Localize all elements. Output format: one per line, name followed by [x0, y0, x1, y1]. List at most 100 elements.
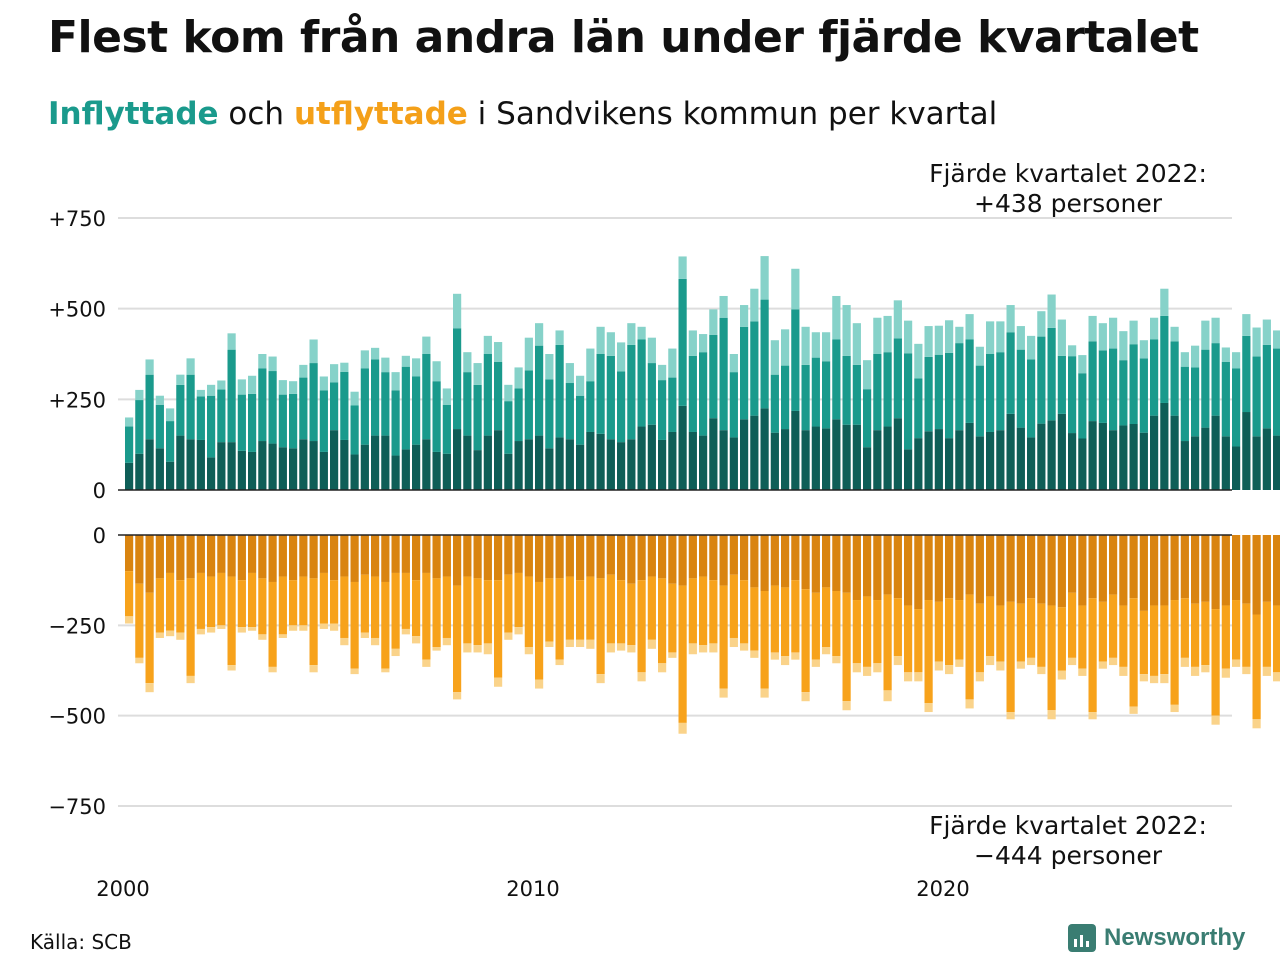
bar-in-2	[924, 356, 933, 432]
bar-in-1	[453, 429, 462, 490]
bar-in-2	[514, 388, 523, 442]
bar-in-2	[1201, 349, 1210, 428]
bar-out-1	[760, 535, 769, 592]
bar-in-2	[852, 364, 861, 425]
bar-out-2	[381, 581, 390, 669]
bar-out-3	[719, 688, 728, 698]
bar-in-1	[965, 422, 974, 490]
bar-out-1	[268, 535, 277, 582]
bar-out-1	[873, 535, 882, 601]
bar-out-3	[248, 627, 257, 631]
bar-in-1	[422, 439, 431, 490]
bar-out-1	[934, 535, 943, 602]
bar-in-3	[381, 357, 390, 373]
bar-in-3	[401, 355, 410, 367]
y-tick-label-bottom: 0	[93, 524, 106, 548]
bar-out-3	[504, 632, 513, 640]
bar-out-1	[740, 535, 749, 581]
bar-in-3	[422, 336, 431, 354]
bar-out-1	[842, 535, 851, 593]
bar-out-1	[1242, 535, 1251, 604]
bar-in-1	[924, 431, 933, 490]
bar-in-3	[934, 325, 943, 355]
bar-in-3	[278, 380, 287, 395]
bar-in-3	[176, 374, 185, 385]
bar-in-3	[514, 367, 523, 389]
bar-out-3	[125, 616, 134, 624]
bar-out-3	[1016, 661, 1025, 669]
bar-in-3	[1191, 345, 1200, 368]
bar-in-2	[842, 355, 851, 425]
bar-out-3	[965, 699, 974, 709]
bar-in-1	[289, 448, 298, 490]
bar-in-1	[1211, 415, 1220, 490]
bar-in-1	[1129, 423, 1138, 490]
bar-in-2	[1078, 373, 1087, 439]
bar-in-1	[227, 442, 236, 490]
bar-in-2	[125, 426, 134, 463]
bar-out-1	[166, 535, 175, 573]
bar-out-3	[1252, 719, 1261, 729]
bar-out-3	[1088, 712, 1097, 720]
bar-in-2	[1129, 344, 1138, 424]
bar-in-2	[524, 370, 533, 440]
bar-in-1	[781, 429, 790, 490]
bar-out-3	[289, 625, 298, 631]
bar-in-2	[1027, 359, 1036, 438]
bar-in-1	[196, 439, 205, 490]
bar-in-2	[1252, 356, 1261, 437]
bar-in-3	[1068, 345, 1077, 357]
bar-in-1	[555, 437, 564, 490]
bar-out-1	[227, 535, 236, 577]
bar-out-1	[135, 535, 144, 584]
bar-out-3	[791, 652, 800, 660]
bar-in-2	[811, 357, 820, 427]
bar-out-2	[740, 580, 749, 644]
bar-out-3	[873, 663, 882, 673]
bar-out-1	[617, 535, 626, 581]
bar-out-2	[278, 576, 287, 635]
bar-out-2	[1078, 605, 1087, 669]
bar-out-1	[350, 535, 359, 582]
bar-in-3	[955, 326, 964, 344]
bar-out-3	[678, 722, 687, 734]
bar-in-2	[494, 361, 503, 431]
bar-in-2	[1191, 367, 1200, 437]
bar-out-3	[166, 630, 175, 637]
bar-out-2	[514, 572, 523, 628]
bar-out-2	[801, 589, 810, 693]
bar-out-1	[729, 535, 738, 575]
bar-in-1	[125, 462, 134, 490]
bar-out-2	[145, 592, 154, 684]
bar-out-1	[524, 535, 533, 577]
bar-in-1	[729, 437, 738, 490]
bar-out-1	[1252, 535, 1261, 615]
bar-out-2	[822, 587, 831, 648]
bar-in-3	[719, 295, 728, 318]
bar-out-1	[688, 535, 697, 579]
bar-in-3	[945, 320, 954, 353]
bar-in-3	[617, 342, 626, 372]
bar-in-2	[658, 380, 667, 440]
bar-out-3	[1109, 657, 1118, 666]
bar-in-2	[555, 344, 564, 438]
bar-out-1	[330, 535, 339, 581]
bar-out-3	[227, 665, 236, 671]
bar-out-3	[576, 639, 585, 648]
bar-out-3	[207, 627, 216, 633]
bar-out-2	[842, 592, 851, 702]
bar-in-2	[1180, 366, 1189, 442]
bar-in-1	[750, 415, 759, 490]
bar-in-1	[586, 431, 595, 490]
bar-out-1	[576, 535, 585, 581]
bar-out-3	[135, 657, 144, 664]
bar-out-1	[391, 535, 400, 573]
bar-in-3	[309, 339, 318, 364]
bar-in-1	[330, 430, 339, 490]
bar-in-1	[535, 435, 544, 490]
bar-out-1	[432, 535, 441, 579]
bar-out-2	[975, 603, 984, 673]
bar-out-2	[965, 594, 974, 700]
bar-in-2	[729, 372, 738, 438]
bar-in-1	[258, 441, 267, 490]
